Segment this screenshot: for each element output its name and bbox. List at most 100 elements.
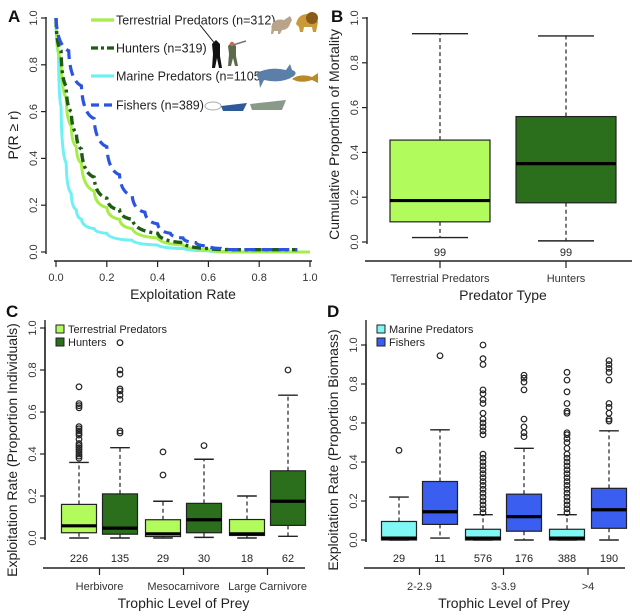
y-tick-label: 1.0 [349, 10, 361, 25]
x-axis-title: Exploitation Rate [130, 286, 236, 302]
outlier-point [563, 505, 571, 513]
y-tick-label: 0.8 [27, 362, 39, 377]
outlier-point [563, 450, 571, 458]
outlier-point [563, 431, 571, 439]
y-axis-panel-d-label: 0.0 0.2 0.4 0.6 0.8 1.0 [348, 337, 367, 548]
outlier-point [563, 409, 571, 417]
x-axis-title: Predator Type [459, 287, 547, 303]
x-category-label: Mesocarnivore [147, 581, 219, 593]
outlier-point [116, 396, 124, 403]
outlier-point [563, 368, 571, 376]
shark-icon [256, 64, 296, 88]
box-3-3-9-fishers: 176 [505, 371, 543, 565]
outlier-point [563, 470, 571, 478]
box-2-2-9-fishers: 11 [421, 352, 459, 565]
outlier-point [75, 427, 83, 435]
box-herbivore-terrestrial-predators: 226 [60, 383, 98, 565]
outlier-point [75, 442, 83, 450]
sample-size-label: 388 [558, 553, 576, 565]
y-axis-a: 0.0 0.2 0.4 0.6 0.8 1.0 [28, 10, 47, 260]
outlier-point [479, 419, 487, 427]
outlier-point [75, 446, 83, 454]
outlier-point [563, 485, 571, 493]
outlier-point [563, 454, 571, 462]
series-line-terrestrial-predators [54, 17, 310, 254]
wolf-icon [271, 16, 292, 34]
panel-a-label: A [8, 7, 20, 26]
x-category-label: 2-2.9 [407, 581, 432, 593]
y-tick-label: 0.6 [349, 100, 361, 115]
outlier-point [479, 478, 487, 485]
box-terrestrial-predators-: 99 [389, 32, 491, 259]
outlier-point [479, 501, 487, 509]
box-mesocarnivore-hunters: 30 [185, 442, 223, 565]
iqr-box [505, 493, 543, 532]
outlier-point [116, 387, 124, 395]
outlier-point [520, 433, 528, 441]
iqr-box [185, 502, 223, 534]
sample-size-label: 30 [198, 553, 210, 565]
y-tick-label: 0.8 [348, 376, 360, 391]
outlier-point [479, 396, 487, 404]
panel-b-label: B [331, 7, 343, 26]
panel-d-label: D [327, 302, 339, 321]
outlier-point [436, 352, 444, 360]
box-3-3-9-marine-predators: 576 [464, 341, 502, 565]
x-tick-label: 0.0 [48, 272, 63, 284]
fish-icon [292, 73, 318, 83]
y-tick-label: 0.2 [348, 493, 360, 508]
legend-label: Terrestrial Predators (n=312) [116, 14, 275, 28]
outlier-point [520, 415, 528, 423]
outlier-point [479, 482, 487, 489]
outlier-point [75, 402, 83, 410]
outlier-point [75, 450, 83, 458]
outlier-point [479, 466, 487, 474]
iqr-box [380, 520, 418, 541]
box-large-carnivore-terrestrial-predators: 18 [228, 495, 266, 565]
outlier-point [563, 444, 571, 452]
outlier-point [563, 407, 571, 415]
outlier-point [479, 431, 487, 439]
legend-swatch [376, 324, 386, 334]
x-tick-label: 0.6 [201, 272, 216, 284]
y-tick-label: 1.0 [348, 337, 360, 352]
outlier-point [479, 462, 487, 470]
panel-c-label: C [6, 302, 18, 321]
outlier-point [479, 485, 487, 493]
x-category-label: Hunters [547, 273, 586, 285]
outlier-point [395, 446, 403, 454]
y-tick-label: 0.4 [27, 446, 39, 461]
box-mesocarnivore-terrestrial-predators: 29 [144, 448, 182, 565]
y-tick-label: 0.0 [27, 530, 39, 545]
outlier-point [75, 431, 83, 439]
y-tick-label: 0.2 [349, 190, 361, 205]
outlier-point [563, 497, 571, 505]
box-hunters-: 99 [515, 35, 617, 259]
y-tick-label: 0.4 [348, 454, 360, 469]
outlier-point [75, 435, 83, 443]
legend-label: Hunters (n=319) [116, 42, 207, 56]
x-category-label: Large Carnivore [228, 581, 307, 593]
outlier-point [159, 448, 167, 456]
outlier-point [479, 423, 487, 431]
boxes-panel-d-label: 29 11 576 176 388 190 [380, 341, 628, 565]
animal-illustrations [199, 12, 318, 111]
outlier-point [75, 440, 83, 447]
outlier-point [563, 439, 571, 446]
outlier-point [563, 474, 571, 482]
outlier-point [479, 509, 487, 517]
outlier-point [520, 371, 528, 379]
outlier-point [284, 366, 292, 374]
boxes-panel-b: 99 99 [389, 32, 617, 259]
boxes-panel-c-label: 226 135 29 30 18 62 [60, 339, 307, 565]
outlier-point [479, 386, 487, 394]
outlier-point [116, 370, 124, 378]
iqr-box [515, 115, 617, 204]
sample-size-label: 11 [434, 553, 445, 565]
outlier-point [563, 466, 571, 474]
outlier-point [605, 404, 613, 411]
y-axis-title: P(R ≥ r) [5, 111, 21, 160]
x-category-label: Terrestrial Predators [390, 273, 490, 285]
sample-size-label: 576 [474, 553, 492, 565]
